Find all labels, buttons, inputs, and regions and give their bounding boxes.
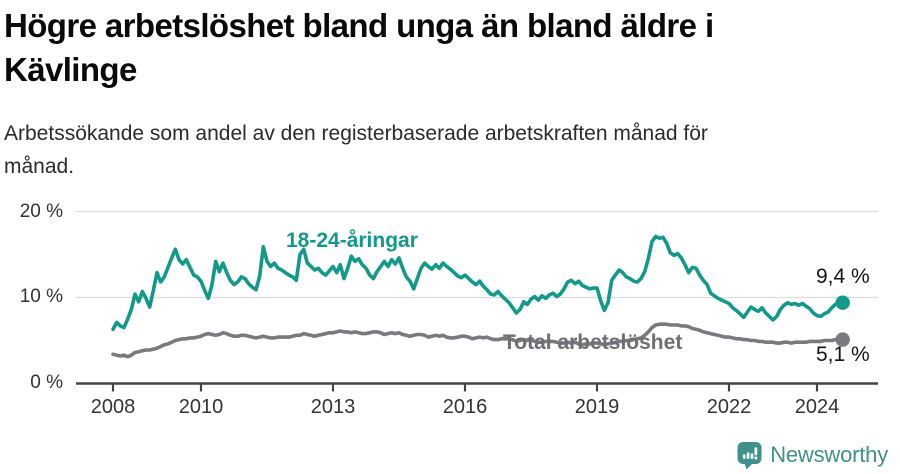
series-end-dot [835,332,850,347]
x-axis-tick-label: 2008 [91,396,136,418]
y-axis-label-0: 0 % [30,372,63,393]
x-axis-tick-label: 2016 [443,396,488,418]
brand-name: Newsworthy [770,442,888,467]
page-title: Högre arbetslöshet bland unga än bland ä… [4,4,884,92]
series-line [111,322,845,359]
y-axis-label-10: 10 % [19,286,63,307]
newsworthy-logo-icon [737,442,762,470]
x-axis-tick-label: 2022 [707,396,752,418]
subtitle-line1: Arbetssökande som andel av den registerb… [4,122,708,145]
title-line1: Högre arbetslöshet bland unga än bland ä… [4,7,714,44]
chart-subtitle: Arbetssökande som andel av den registerb… [4,117,864,183]
end-value-youth: 9,4 % [816,265,870,288]
end-value-total: 5,1 % [816,343,870,366]
series-label-total: Total arbetslöshet [503,331,683,354]
series-line [111,234,845,332]
subtitle-line2: månad. [4,155,75,178]
newsworthy-brand-link[interactable]: Newsworthy [736,440,888,470]
x-axis-tick-label: 2019 [575,396,620,418]
x-axis-tick-label: 2024 [795,396,840,418]
x-axis-tick-label: 2013 [311,396,356,418]
series-label-youth: 18-24-åringar [286,229,418,252]
y-axis-label-20: 20 % [19,201,63,222]
x-axis-tick-label: 2010 [179,396,224,418]
series-end-dot [835,295,850,310]
title-line2: Kävlinge [4,51,137,88]
